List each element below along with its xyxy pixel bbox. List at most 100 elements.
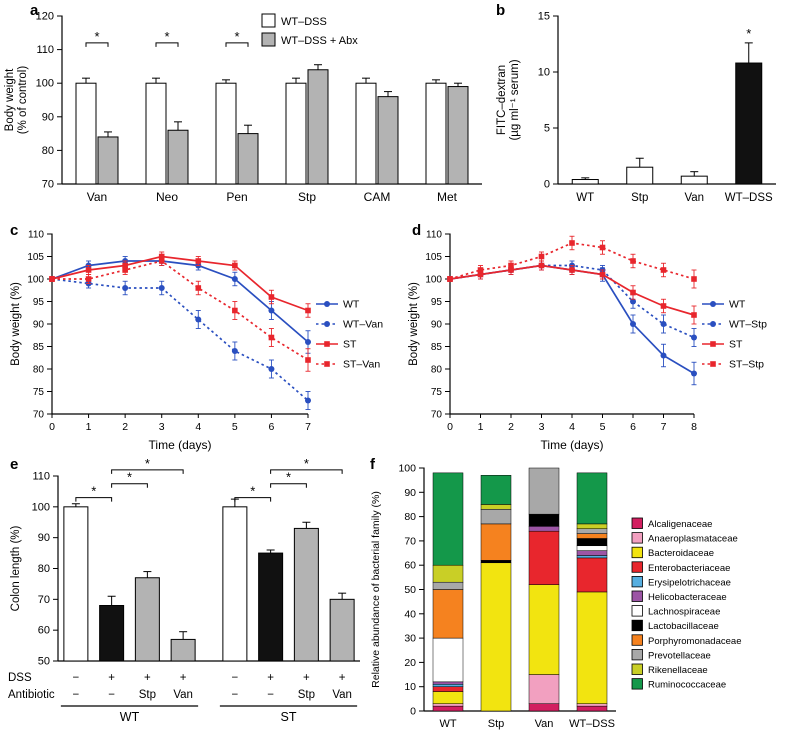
segment-Porphyromonadaceae [432,589,464,639]
segment-Rikenellaceae [480,504,512,510]
marker-square [569,267,575,273]
marker-square [630,258,636,264]
marker-circle [305,339,311,345]
legend-label: WT–DSS [281,16,327,28]
panel-d-chart: 70 75 80 85 90 95 100 105 110 0 1 2 3 4 5 6 7 8 Time (days… [408,230,767,453]
category-label: WT–DSS [725,192,773,204]
marker-square [691,276,697,282]
x-tick-label: 2 [122,421,128,433]
bar-ST-− [258,552,284,662]
legend-swatch [261,32,276,47]
y-tick-label: 20 [404,657,416,669]
row-label-dss: DSS [8,672,32,684]
marker-circle [630,298,636,305]
y-tick-label: 120 [36,11,54,23]
y-tick-label: 110 [28,230,44,241]
x-tick-label: 1 [86,421,92,433]
marker-circle [691,370,697,377]
y-tick-label: 70 [38,594,50,606]
marker-circle [268,366,275,372]
marker-square [195,285,202,291]
category-label: Met [437,190,458,204]
legend-label: Bacteroidaceae [648,548,714,559]
segment-Lactobacillaceae [528,513,560,527]
y-tick-label: 60 [38,625,50,637]
y-tick-label: 10 [538,67,550,79]
y-tick-label: 80 [33,365,45,376]
y-tick-label: 100 [32,501,50,513]
significance-star: * [234,29,239,44]
y-tick-label: 70 [42,179,54,191]
y-tick-label: 80 [42,145,54,157]
dss-value: + [180,672,187,684]
segment-Anaeroplasmataceae [528,674,560,704]
segment-Anaeroplasmataceae [576,703,608,707]
marker-square [710,341,716,347]
marker-square [599,244,606,251]
marker-circle [158,285,165,291]
y-tick-label: 70 [404,535,416,547]
marker-circle [268,307,275,314]
y-tick-label: 70 [431,410,443,421]
segment-Bacteroidaceae [576,591,608,704]
legend-label: Porphyromonadaceae [648,636,741,647]
panel-b: b 0 5 10 15 FITC–dextran (µg ml⁻¹ serum) WT Stp… [492,0,788,218]
panel-c: c 70 75 80 85 90 95 100 105 110 0 1 2 3 4 5 6 7 Time (day… [6,222,402,456]
bar-Stp [307,69,329,185]
x-tick-label: 0 [49,421,55,433]
marker-circle [710,301,716,307]
segment-Bacteroidaceae [528,584,560,675]
x-tick-label: 5 [232,421,238,433]
marker-circle [195,316,202,323]
panel-b-chart: 0 5 10 15 FITC–dextran (µg ml⁻¹ serum) WT Stp Va… [496,11,776,204]
segment-Enterobacteriaceae [432,686,464,692]
marker-square [569,240,575,246]
x-tick-label: 2 [508,421,514,433]
y-tick-label: 70 [33,410,45,421]
segment-Bacteroidaceae [432,691,464,704]
y-tick-label: 80 [431,365,443,376]
legend-swatch [261,13,276,28]
legend-swatch [631,648,643,661]
y-tick-label: 5 [544,123,550,135]
y-axis-label: Body weight [4,68,16,131]
x-tick-label: 4 [195,421,201,433]
series-WT–Stp [449,264,695,339]
legend-label: Ruminococcaceae [648,680,726,691]
marker-square [660,303,667,309]
segment-Erysipelotrichaceae [576,555,608,559]
significance-bracket [155,42,179,47]
segment-Alcaligenaceae [576,705,608,712]
dss-value: + [303,672,310,684]
significance-bracket [111,469,184,474]
y-axis-label: (% of control) [17,66,29,135]
panel-f-letter: f [370,456,375,473]
antibiotic-value: − [73,689,80,701]
y-tick-label: 95 [33,297,45,308]
legend-label: WT–Stp [729,319,767,331]
bar-Met [447,86,469,185]
x-tick-label: 7 [305,421,311,433]
y-tick-label: 90 [431,320,443,331]
category-label: Van [535,718,554,730]
x-tick-label: 6 [630,421,636,433]
series-WT [51,260,309,343]
significance-bracket [225,42,249,47]
segment-Lactobacillaceae [480,560,512,564]
dss-value: + [108,672,115,684]
marker-square [232,262,238,269]
legend-label: Lactobacillaceae [648,621,719,632]
bar-Pen [215,82,237,185]
segment-Ruminococcaceae [576,472,608,525]
legend-swatch [631,678,643,690]
segment-Enterobacteriaceae [576,557,608,593]
bar-ST-Stp [293,527,319,662]
x-tick-label: 6 [269,421,275,433]
legend-label: ST–Van [343,359,380,371]
marker-circle [691,334,697,341]
antibiotic-value: − [108,689,115,701]
antibiotic-value: Stp [298,689,315,701]
significance-star: * [304,456,309,471]
legend-label: WT–Van [343,319,383,331]
